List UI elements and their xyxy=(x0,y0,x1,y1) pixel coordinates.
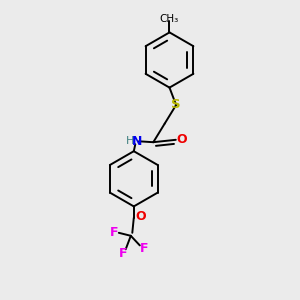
Text: F: F xyxy=(118,247,127,260)
Text: CH₃: CH₃ xyxy=(160,14,179,25)
Text: O: O xyxy=(176,133,187,146)
Text: O: O xyxy=(135,210,146,224)
Text: H: H xyxy=(126,136,134,146)
Text: F: F xyxy=(110,226,118,239)
Text: F: F xyxy=(140,242,148,255)
Text: S: S xyxy=(171,98,181,112)
Text: N: N xyxy=(132,135,142,148)
